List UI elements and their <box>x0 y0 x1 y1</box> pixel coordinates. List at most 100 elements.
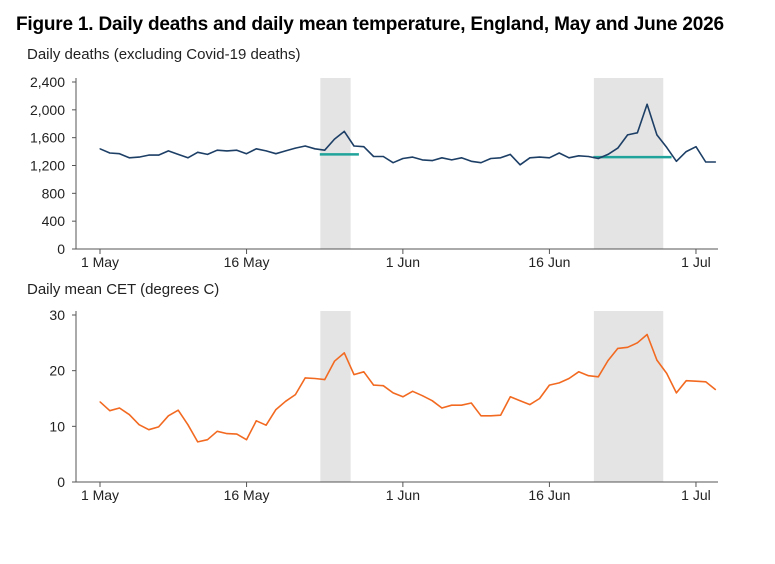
temperature-data-point <box>675 392 678 394</box>
deaths-data-point <box>597 157 599 160</box>
temperature-data-point <box>275 409 277 411</box>
deaths-data-point <box>167 150 169 152</box>
deaths-data-point <box>666 146 668 149</box>
temperature-data-point <box>558 382 560 384</box>
deaths-data-point <box>372 155 375 158</box>
deaths-data-point <box>226 150 228 152</box>
deaths-ytick-label: 2,000 <box>30 102 65 118</box>
temperature-data-point <box>431 400 433 402</box>
temperature-data-point <box>304 377 306 379</box>
deaths-data-point <box>353 145 355 147</box>
deaths-data-point <box>382 155 384 158</box>
temperature-data-point <box>460 404 463 406</box>
deaths-data-point <box>626 134 629 136</box>
temperature-data-point <box>441 407 443 409</box>
temperature-data-point <box>392 392 394 394</box>
deaths-chart: 0 400 800 1,200 1,600 2,000 2,400 1 May 16 May 1 … <box>30 74 718 270</box>
temperature-data-point <box>333 360 336 362</box>
deaths-data-point <box>197 151 199 153</box>
deaths-data-point <box>158 154 160 156</box>
deaths-data-point <box>324 149 326 151</box>
temperature-data-point <box>245 439 248 441</box>
temperature-data-point <box>167 415 169 417</box>
deaths-data-point <box>363 146 365 148</box>
temperature-data-point <box>568 377 570 380</box>
deaths-data-point <box>294 147 296 149</box>
deaths-data-point <box>636 132 638 134</box>
temperature-data-point <box>548 384 551 386</box>
deaths-data-point <box>128 157 130 159</box>
deaths-data-point <box>236 149 238 151</box>
temperature-shaded-period-1 <box>320 311 351 482</box>
temperature-data-point <box>509 396 511 398</box>
temperature-data-point <box>177 409 179 411</box>
temperature-data-point <box>372 384 375 386</box>
temperature-data-point <box>382 385 384 387</box>
deaths-data-point <box>607 153 609 155</box>
temperature-data-point <box>216 430 218 432</box>
temperature-data-point <box>138 424 140 426</box>
temperature-data-point <box>255 420 257 422</box>
deaths-xtick-label: 1 Jul <box>681 254 711 270</box>
deaths-data-point <box>392 162 394 164</box>
deaths-data-point <box>421 159 424 161</box>
deaths-data-point <box>431 160 433 162</box>
temperature-data-point <box>187 424 189 426</box>
temperature-data-point <box>499 414 502 416</box>
deaths-data-point <box>529 157 531 159</box>
temperature-xtick-label: 1 May <box>81 487 119 503</box>
temperature-data-point <box>265 424 267 426</box>
deaths-data-point <box>714 161 717 163</box>
temperature-data-point <box>236 433 238 435</box>
temperature-panel-title: Daily mean CET (degrees C) <box>27 281 220 298</box>
temperature-xtick-label: 16 May <box>224 487 270 503</box>
deaths-xtick-label: 16 May <box>224 254 270 270</box>
deaths-data-point <box>499 157 502 159</box>
temperature-data-point <box>539 397 541 400</box>
temperature-data-point <box>118 407 121 409</box>
temperature-data-point <box>646 333 648 336</box>
deaths-data-point <box>333 138 336 140</box>
temperature-data-point <box>285 400 287 402</box>
temperature-data-point <box>587 375 590 377</box>
deaths-data-point <box>695 146 697 148</box>
temperature-data-point <box>197 441 199 443</box>
temperature-data-point <box>343 352 345 354</box>
deaths-series-line <box>99 103 716 166</box>
temperature-chart: 0 10 20 30 1 May 16 May 1 Jun 16 Jun 1 Jul <box>49 307 718 503</box>
temperature-data-point <box>353 373 355 376</box>
deaths-data-point <box>138 156 140 158</box>
deaths-data-point <box>441 157 443 159</box>
temperature-data-point <box>324 378 326 381</box>
temperature-data-point <box>656 359 658 361</box>
temperature-data-point <box>705 381 707 383</box>
deaths-data-point <box>148 154 150 156</box>
deaths-data-point <box>685 150 687 153</box>
deaths-data-point <box>558 152 560 154</box>
deaths-data-point <box>519 164 521 166</box>
temperature-data-point <box>99 401 101 403</box>
deaths-data-point <box>480 162 482 164</box>
deaths-data-point <box>587 155 590 158</box>
deaths-data-point <box>99 148 101 150</box>
temperature-data-point <box>695 380 697 382</box>
deaths-data-point <box>578 155 580 157</box>
deaths-data-point <box>216 149 218 151</box>
temperature-data-point <box>148 429 150 431</box>
deaths-data-point <box>255 148 257 150</box>
deaths-data-point <box>304 145 306 147</box>
temperature-data-point <box>128 414 130 416</box>
deaths-data-point <box>490 157 492 160</box>
temperature-data-point <box>578 371 580 373</box>
deaths-data-point <box>206 153 209 155</box>
temperature-data-point <box>636 342 638 344</box>
deaths-data-point <box>470 160 472 162</box>
temperature-series-line <box>99 333 716 443</box>
temperature-data-point <box>226 432 228 435</box>
temperature-data-point <box>109 410 111 412</box>
deaths-data-point <box>568 157 570 159</box>
deaths-data-point <box>187 157 189 159</box>
temperature-xtick-label: 16 Jun <box>528 487 570 503</box>
deaths-data-point <box>285 150 287 152</box>
temperature-data-point <box>714 388 717 391</box>
